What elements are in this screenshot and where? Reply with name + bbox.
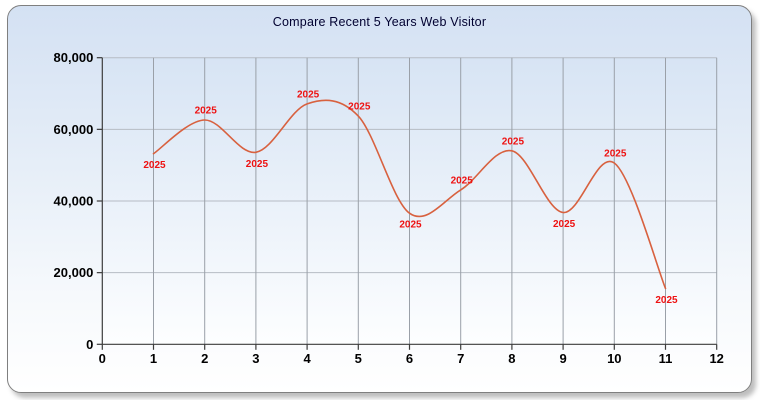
chart-title: Compare Recent 5 Years Web Visitor — [272, 15, 487, 29]
chart-panel: Compare Recent 5 Years Web Visitor — [7, 5, 752, 393]
